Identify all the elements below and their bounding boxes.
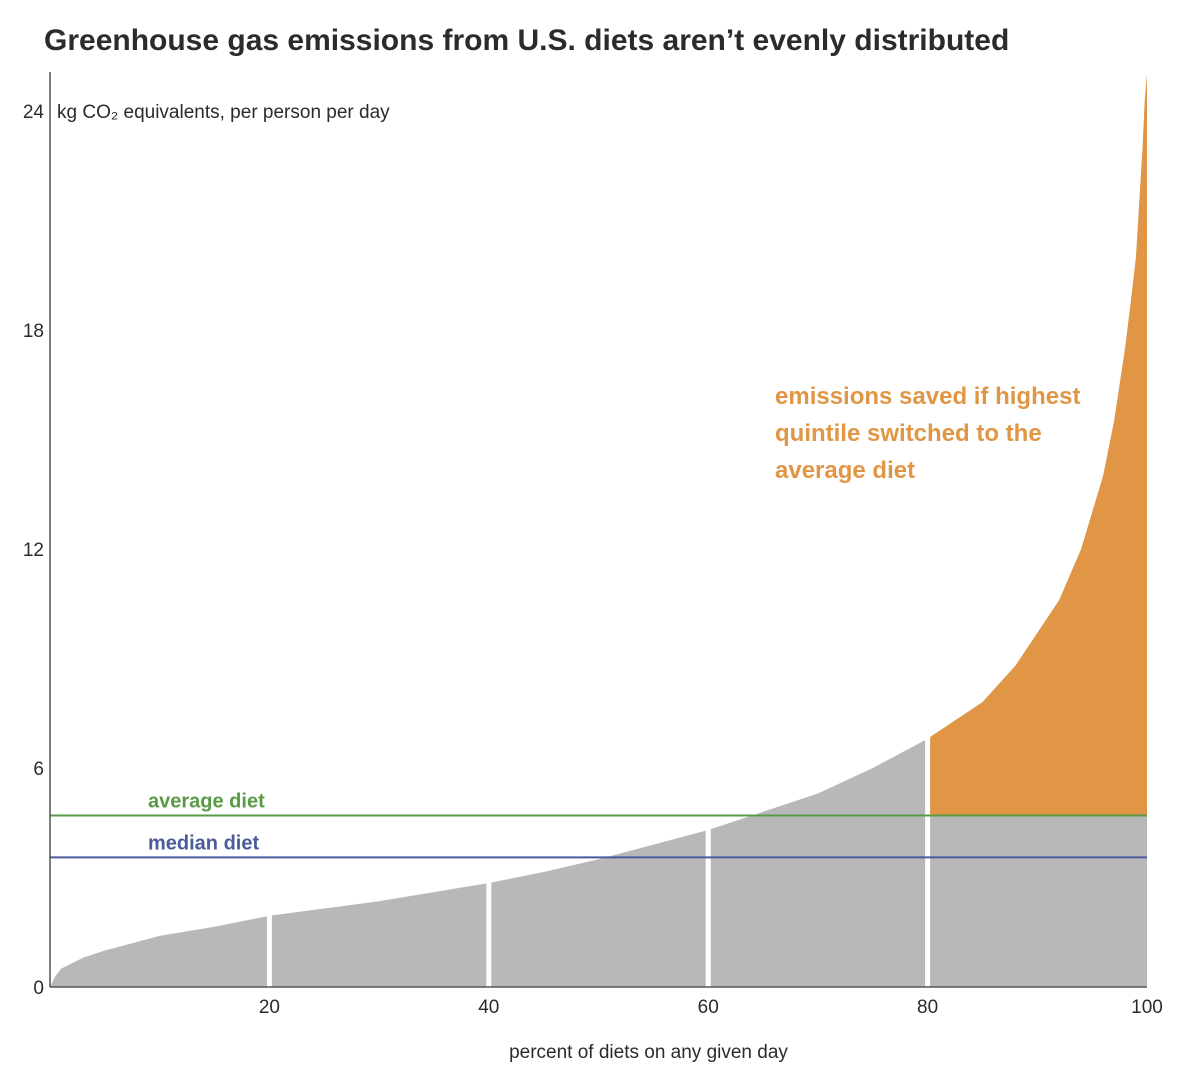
reference-lines: average diet median diet [50,790,1147,859]
highlight-annotation: emissions saved if highest quintile switc… [775,383,1080,484]
emissions-area [50,74,1147,987]
reference-line-label: average diet [148,790,265,812]
plot-area: average diet median diet [49,72,1147,988]
x-tick-label: 20 [259,997,280,1018]
quintile-dividers [266,736,931,987]
y-tick-label: 18 [23,321,44,342]
y-tick-label: 12 [23,540,44,561]
annotation-line: quintile switched to the [775,420,1042,447]
chart-title: Greenhouse gas emissions from U.S. diets… [44,24,1009,57]
x-tick-label: 60 [698,997,719,1018]
x-axis-label: percent of diets on any given day [509,1042,788,1063]
y-axis-ticks: 0 6 12 18 24 [23,102,45,999]
annotation-line: emissions saved if highest [775,383,1080,410]
annotation-line: average diet [775,457,915,484]
x-tick-label: 80 [917,997,938,1018]
x-tick-label: 40 [478,997,499,1018]
highlight-area [927,74,1147,816]
y-tick-label: 6 [33,759,44,780]
reference-line-label: median diet [148,832,259,854]
x-axis-ticks: 20 40 60 80 100 [259,997,1163,1018]
y-axis-label: kg CO₂ equivalents, per person per day [57,102,390,123]
x-tick-label: 100 [1131,997,1163,1018]
y-tick-label: 0 [33,978,44,999]
y-tick-label: 24 [23,102,45,123]
